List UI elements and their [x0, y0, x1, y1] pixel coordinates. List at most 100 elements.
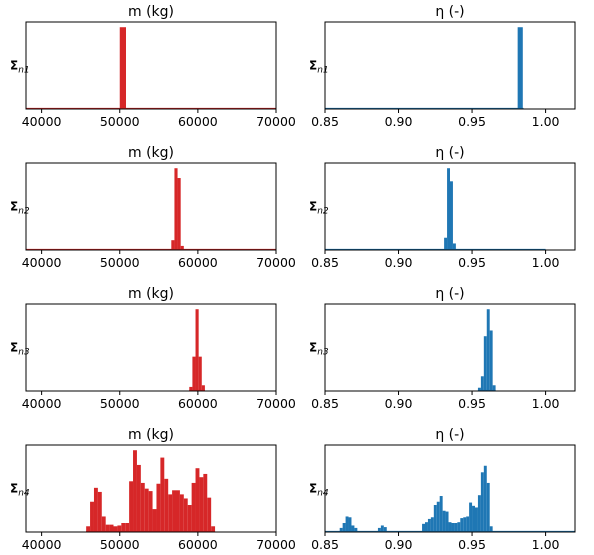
histogram-bar [422, 523, 425, 532]
histogram-bars [171, 168, 184, 250]
axes-frame [324, 303, 576, 392]
histogram-bar [187, 505, 192, 532]
histogram-bar [176, 490, 180, 532]
histogram-bar [183, 498, 188, 532]
histogram-bar [172, 490, 176, 532]
row-label-subscript: n2 [317, 207, 329, 217]
histogram-bar [93, 487, 98, 532]
x-tick-label: 0.85 [311, 396, 339, 411]
x-tick-label: 0.95 [458, 537, 486, 552]
histogram-bar [452, 243, 456, 250]
row-label-subscript: n3 [18, 348, 30, 358]
x-tick-label: 1.00 [532, 114, 560, 129]
axes-frame [324, 162, 576, 251]
row-label-subscript: n4 [18, 489, 30, 499]
x-tick-label: 40000 [22, 114, 62, 129]
subplot-r4-c1: m (kg) 40000 50000 60000 70000 Σn4 [10, 427, 296, 552]
histogram-bar [463, 517, 467, 532]
x-tick-label: 1.00 [532, 396, 560, 411]
histogram-bar [179, 494, 184, 532]
x-tick-label: 0.90 [385, 537, 413, 552]
histogram-bar [444, 237, 448, 250]
subplot-title: m (kg) [128, 145, 174, 161]
row-label: Σn3 [10, 341, 30, 358]
x-tick-label: 60000 [178, 396, 218, 411]
subplot-title: m (kg) [128, 427, 174, 443]
histogram-bar [477, 495, 481, 532]
histogram-bar [152, 509, 157, 532]
histogram-bar [486, 309, 490, 391]
histogram-bar [101, 516, 106, 532]
subplot-r3-c1: m (kg) 40000 50000 60000 70000 Σn3 [10, 286, 296, 411]
histogram-bar [380, 525, 384, 532]
axes-frame [25, 444, 277, 533]
row-label: Σn2 [10, 200, 30, 217]
histogram-bar [351, 525, 355, 532]
histogram-bars [517, 27, 523, 109]
x-tick-label: 70000 [256, 114, 296, 129]
histogram-bar [156, 483, 161, 532]
subplot-title: η (-) [435, 286, 464, 302]
histogram-bars [444, 168, 456, 250]
x-tick-label: 50000 [100, 396, 140, 411]
axes-frame [324, 21, 576, 110]
row-label-subscript: n4 [317, 489, 329, 499]
x-tick-label: 40000 [22, 537, 62, 552]
histogram-bars [339, 465, 493, 532]
x-tick-label: 70000 [256, 396, 296, 411]
row-label-subscript: n3 [317, 348, 329, 358]
subplot-r1-c2: η (-) 0.85 0.90 0.95 1.00 Σn1 [309, 4, 576, 129]
histogram-bar [195, 468, 200, 532]
histogram-bar [105, 524, 110, 532]
subplot-r2-c1: m (kg) 40000 50000 60000 70000 Σn2 [10, 145, 296, 270]
histogram-bar [450, 181, 453, 250]
histogram-bar [177, 178, 181, 250]
x-tick-label: 0.95 [458, 396, 486, 411]
histogram-bar [433, 505, 437, 532]
histogram-bar [457, 522, 461, 532]
x-tick-label: 50000 [100, 537, 140, 552]
row-label-symbol: Σ [10, 482, 18, 496]
histogram-bar [174, 168, 178, 250]
histogram-bar [160, 457, 165, 532]
histogram-bar [171, 240, 175, 250]
row-label: Σn2 [309, 200, 329, 217]
histogram-bar [90, 501, 94, 532]
x-tick-label: 0.85 [311, 537, 339, 552]
histogram-bar [430, 517, 434, 532]
histogram-bar [492, 385, 496, 391]
histogram-bar [447, 168, 450, 250]
x-tick-label: 60000 [178, 537, 218, 552]
x-tick-label: 50000 [100, 255, 140, 270]
row-label-symbol: Σ [309, 341, 317, 355]
row-label-subscript: n1 [18, 66, 29, 76]
histogram-bar [442, 510, 446, 532]
row-label-symbol: Σ [309, 59, 317, 73]
subplot-r3-c2: η (-) 0.85 0.90 0.95 1.00 Σn3 [309, 286, 576, 411]
histogram-bar [489, 330, 493, 391]
row-label: Σn1 [309, 59, 329, 76]
histogram-bar [119, 27, 126, 109]
histogram-bar [383, 527, 387, 532]
subplot-title: m (kg) [128, 286, 174, 302]
row-label: Σn4 [10, 482, 30, 499]
histogram-bar [472, 505, 475, 532]
x-tick-label: 0.95 [458, 255, 486, 270]
row-label-symbol: Σ [10, 341, 18, 355]
histogram-bar [121, 523, 126, 532]
histogram-bar [125, 523, 130, 532]
axes-frame [25, 303, 277, 392]
histogram-bar [354, 527, 358, 532]
histogram-bar [97, 491, 102, 532]
axes-frame [25, 162, 277, 251]
histogram-bar [189, 386, 193, 391]
subplot-title: η (-) [435, 145, 464, 161]
histogram-bars [119, 27, 126, 109]
x-tick-label: 70000 [256, 255, 296, 270]
row-label-symbol: Σ [10, 59, 18, 73]
x-tick-label: 70000 [256, 537, 296, 552]
x-tick-label: 40000 [22, 396, 62, 411]
x-tick-label: 40000 [22, 255, 62, 270]
histogram-bar [129, 481, 134, 532]
